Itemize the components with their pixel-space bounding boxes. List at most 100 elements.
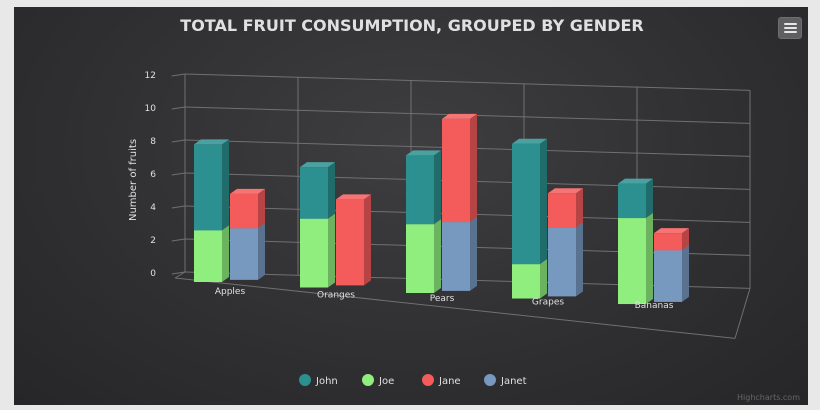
legend-item-john[interactable]: John [299, 374, 338, 387]
grid-line [171, 271, 186, 275]
bar-john-grapes [512, 138, 547, 265]
bar-janet-grapes [548, 222, 583, 297]
y-tick-label: 2 [150, 236, 156, 246]
legend-item-janet[interactable]: Janet [484, 374, 527, 387]
x-tick-label: Pears [430, 294, 455, 304]
bar-front-face [194, 230, 222, 282]
chart-title: TOTAL FRUIT CONSUMPTION, GROUPED BY GEND… [180, 16, 643, 35]
bar-joe-bananas [618, 213, 653, 305]
bar-top-face [654, 228, 689, 234]
bar-jane-oranges [336, 194, 371, 286]
grid-line [175, 277, 736, 339]
bar-front-face [654, 233, 682, 251]
legend-label: John [315, 376, 338, 387]
chart-bars [194, 113, 689, 305]
legend-label: Jane [438, 376, 461, 387]
bar-janet-bananas [654, 245, 689, 302]
bar-john-pears [406, 150, 441, 225]
bar-john-apples [194, 139, 229, 231]
bar-side-face [540, 259, 547, 299]
menu-line [784, 23, 797, 25]
y-axis-ticks: 0 2 4 6 8 10 12 [145, 71, 157, 279]
bar-front-face [548, 193, 576, 228]
bar-jane-pears [442, 113, 477, 223]
bar-front-face [300, 167, 328, 219]
grid-line [174, 271, 186, 279]
bar-joe-apples [194, 225, 229, 282]
bar-front-face [442, 222, 470, 291]
x-tick-label: Grapes [532, 297, 564, 307]
y-tick-label: 8 [150, 137, 156, 147]
legend-symbol [422, 374, 434, 386]
bar-top-face [300, 162, 335, 168]
y-tick-label: 6 [150, 170, 156, 180]
bar-side-face [646, 213, 653, 305]
bar-side-face [682, 228, 689, 251]
bar-top-face [336, 194, 371, 200]
bar-front-face [548, 227, 576, 297]
bar-front-face [336, 199, 364, 286]
bar-top-face [512, 138, 547, 144]
bar-john-bananas [618, 178, 653, 219]
bar-joe-pears [406, 219, 441, 294]
bar-side-face [364, 194, 371, 286]
grid-line [171, 73, 186, 77]
bar-side-face [258, 188, 265, 229]
bar-joe-oranges [300, 213, 335, 288]
bar-front-face [194, 144, 222, 231]
y-tick-label: 10 [145, 104, 157, 114]
legend[interactable]: John Joe Jane Janet [299, 374, 527, 387]
y-tick-label: 12 [145, 71, 156, 81]
legend-label: Janet [500, 376, 527, 387]
y-axis-label: Number of fruits [128, 139, 139, 221]
bar-side-face [682, 245, 689, 302]
legend-item-joe[interactable]: Joe [362, 374, 394, 387]
y-tick-label: 0 [150, 269, 156, 279]
x-tick-label: Apples [215, 287, 246, 297]
bar-janet-pears [442, 217, 477, 291]
grid-line [171, 106, 186, 110]
bar-front-face [406, 155, 434, 225]
legend-symbol [484, 374, 496, 386]
grid-line [171, 139, 186, 143]
bar-front-face [618, 218, 646, 305]
bar-front-face [406, 224, 434, 294]
bar-front-face [442, 118, 470, 223]
grid-line [734, 288, 751, 339]
bar-front-face [230, 193, 258, 229]
bar-top-face [442, 113, 477, 119]
bar-jane-apples [230, 188, 265, 229]
grid-line [171, 238, 186, 242]
bar-side-face [434, 219, 441, 294]
bar-side-face [470, 113, 477, 223]
bar-front-face [512, 143, 540, 265]
hamburger-menu-icon[interactable] [778, 17, 802, 39]
legend-label: Joe [378, 376, 394, 387]
legend-symbol [362, 374, 374, 386]
bar-joe-grapes [512, 259, 547, 299]
bar-side-face [576, 222, 583, 297]
bar-front-face [230, 228, 258, 280]
bar-side-face [258, 223, 265, 280]
credits-link[interactable]: Highcharts.com [737, 393, 800, 402]
grid-line [171, 172, 186, 176]
bar-top-face [406, 150, 441, 156]
bar-janet-apples [230, 223, 265, 280]
bar-front-face [512, 264, 540, 299]
bar-side-face [328, 162, 335, 219]
bar-side-face [434, 150, 441, 225]
bar-jane-bananas [654, 228, 689, 251]
bar-front-face [618, 183, 646, 219]
bar-side-face [328, 213, 335, 288]
bar-top-face [230, 188, 265, 194]
bar-side-face [646, 178, 653, 219]
x-tick-label: Bananas [635, 301, 674, 311]
x-axis-ticks: Apples Oranges Pears Grapes Bananas [215, 287, 674, 311]
legend-item-jane[interactable]: Jane [422, 374, 461, 387]
menu-line [784, 27, 797, 29]
bar-side-face [470, 217, 477, 291]
bar-top-face [548, 188, 583, 194]
bar-side-face [540, 138, 547, 265]
bar-top-face [618, 178, 653, 184]
